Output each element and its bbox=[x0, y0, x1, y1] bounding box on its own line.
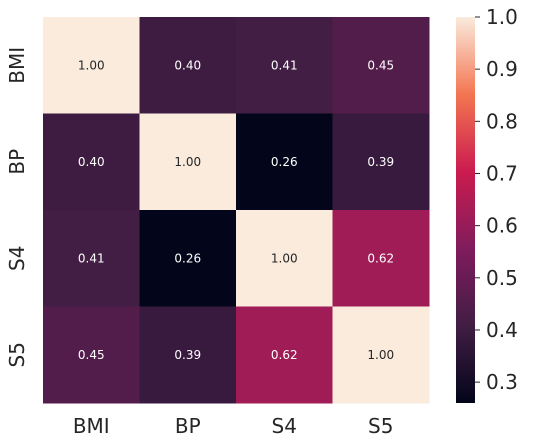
heatmap-cell-label: 1.00 bbox=[174, 155, 201, 169]
heatmap-cell-label: 0.26 bbox=[174, 251, 201, 265]
colorbar: 0.3 0.4 0.5 0.6 0.7 0.8 0.9 1.0 bbox=[456, 5, 518, 403]
x-tick-label: BMI bbox=[73, 414, 110, 438]
colorbar-tick-label: 0.5 bbox=[486, 266, 518, 290]
heatmap-cell-labels: 1.00 0.40 0.41 0.45 0.40 1.00 0.26 0.39 0.41 0.26… bbox=[78, 58, 394, 362]
heatmap-cell-label: 0.41 bbox=[271, 58, 298, 72]
heatmap-cell-label: 0.40 bbox=[78, 155, 105, 169]
y-tick-label: BMI bbox=[5, 47, 29, 84]
colorbar-tick-label: 0.7 bbox=[486, 161, 518, 185]
heatmap-cell bbox=[139, 306, 237, 404]
heatmap-cell bbox=[332, 306, 430, 404]
colorbar-tick-label: 0.9 bbox=[486, 57, 518, 81]
heatmap-cell bbox=[43, 306, 140, 404]
heatmap-cell bbox=[43, 113, 140, 211]
y-tick-label: S5 bbox=[5, 342, 29, 367]
heatmap-cell bbox=[236, 306, 333, 404]
heatmap-cell bbox=[43, 210, 140, 307]
heatmap-cell-label: 0.45 bbox=[78, 348, 105, 362]
heatmap-cell bbox=[332, 113, 430, 211]
heatmap-cell-label: 0.62 bbox=[367, 251, 394, 265]
heatmap-cell-label: 1.00 bbox=[271, 251, 298, 265]
colorbar-tick-label: 0.8 bbox=[486, 109, 518, 133]
heatmap-cell-label: 0.62 bbox=[271, 348, 298, 362]
colorbar-tick-label: 0.6 bbox=[486, 214, 518, 238]
colorbar-tick-label: 0.3 bbox=[486, 370, 518, 394]
x-axis-ticks: BMI BP S4 S5 bbox=[73, 414, 394, 438]
heatmap-cell-label: 0.45 bbox=[367, 58, 394, 72]
heatmap-cell bbox=[332, 210, 430, 307]
heatmap-cell bbox=[236, 17, 333, 114]
heatmap-cell bbox=[236, 210, 333, 307]
heatmap-cell bbox=[43, 17, 140, 114]
heatmap-cell bbox=[139, 113, 237, 211]
heatmap-cell-label: 0.40 bbox=[174, 58, 201, 72]
x-tick-label: S5 bbox=[368, 414, 393, 438]
colorbar-tick-label: 1.0 bbox=[486, 5, 518, 29]
heatmap-cell-label: 0.41 bbox=[78, 251, 105, 265]
heatmap-cell-label: 0.39 bbox=[367, 155, 394, 169]
colorbar-tick-label: 0.4 bbox=[486, 318, 518, 342]
heatmap-cell-label: 0.39 bbox=[174, 348, 201, 362]
heatmap-cell-label: 1.00 bbox=[367, 348, 394, 362]
heatmap-cell bbox=[236, 113, 333, 211]
y-tick-label: S4 bbox=[5, 246, 29, 271]
heatmap-cell bbox=[332, 17, 430, 114]
heatmap-cell bbox=[139, 17, 237, 114]
x-tick-label: S4 bbox=[272, 414, 297, 438]
y-tick-label: BP bbox=[5, 149, 29, 175]
y-axis-ticks: BMI BP S4 S5 bbox=[5, 47, 29, 368]
heatmap-cell bbox=[139, 210, 237, 307]
heatmap-cells bbox=[43, 17, 430, 404]
x-tick-label: BP bbox=[175, 414, 201, 438]
colorbar-gradient bbox=[456, 17, 475, 403]
heatmap-cell-label: 1.00 bbox=[78, 58, 105, 72]
heatmap-cell-label: 0.26 bbox=[271, 155, 298, 169]
